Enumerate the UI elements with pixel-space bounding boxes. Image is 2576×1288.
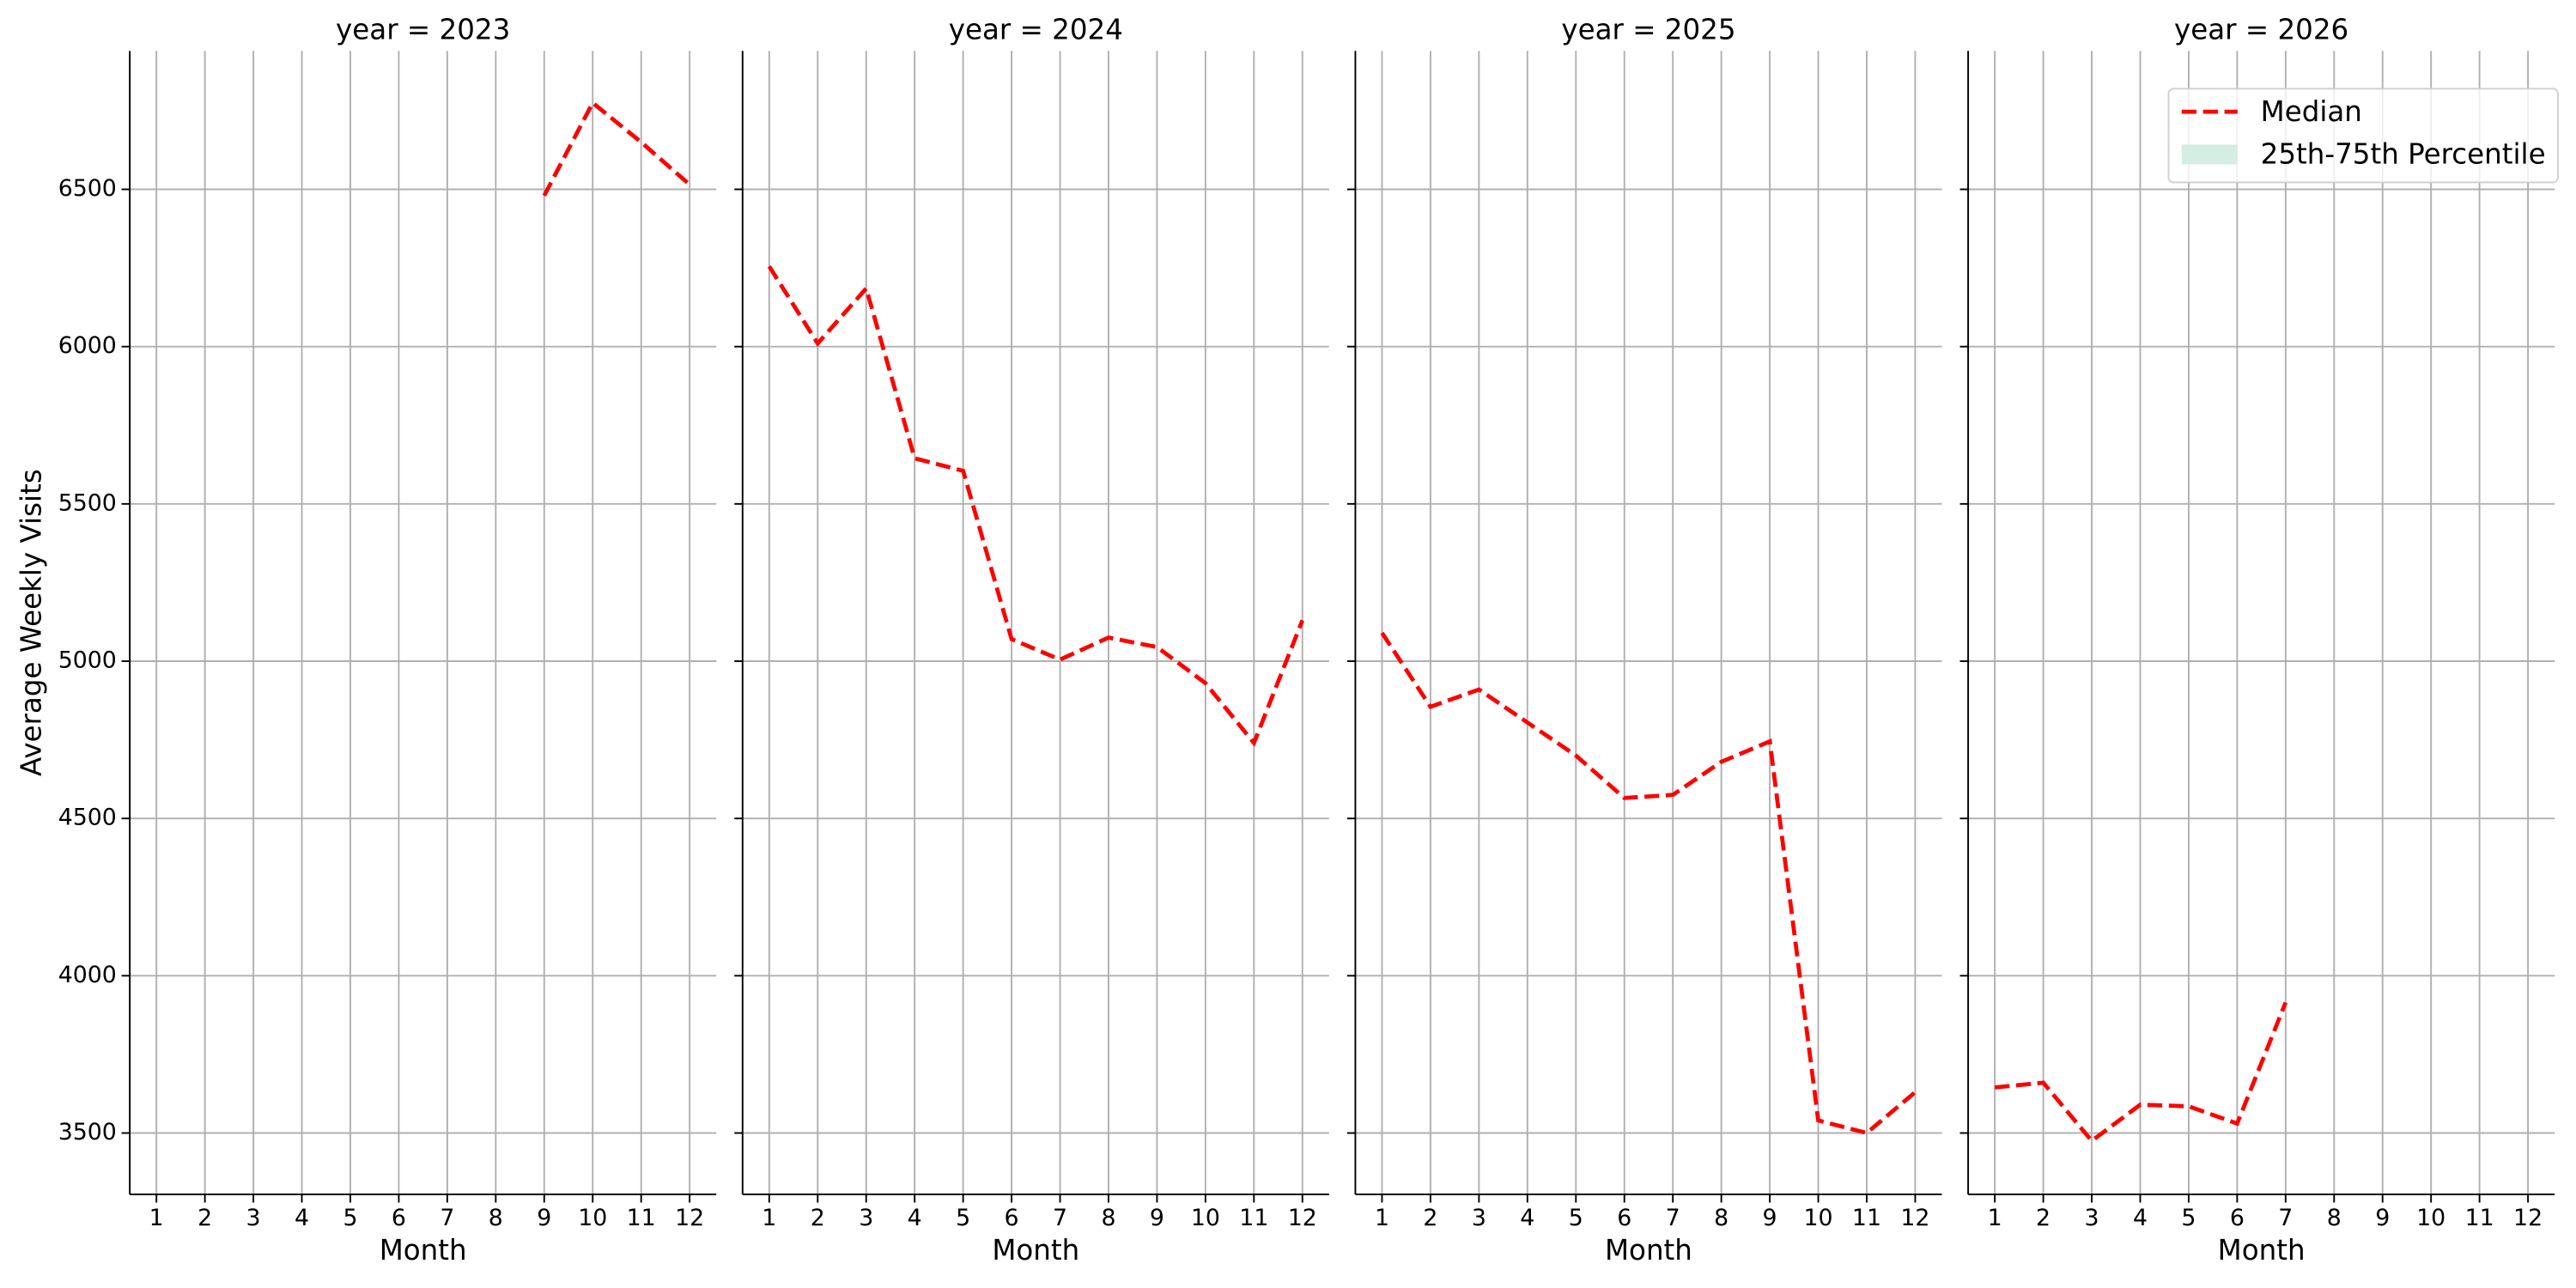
x-tick-label: 12 — [675, 1205, 704, 1231]
x-tick-label: 4 — [908, 1205, 922, 1231]
x-tick-label: 8 — [1714, 1205, 1728, 1231]
x-tick-label: 2 — [2036, 1205, 2050, 1231]
x-axis-label: Month — [380, 1234, 467, 1267]
x-tick-label: 9 — [1763, 1205, 1777, 1231]
x-tick-label: 5 — [956, 1205, 970, 1231]
x-tick-label: 11 — [627, 1205, 656, 1231]
x-tick-label: 6 — [1005, 1205, 1019, 1231]
y-tick-label: 3500 — [58, 1119, 117, 1145]
y-tick-label: 6500 — [58, 175, 117, 202]
x-tick-label: 4 — [1520, 1205, 1534, 1231]
legend: Median 25th-75th Percentile — [2167, 88, 2559, 184]
x-tick-label: 6 — [1617, 1205, 1631, 1231]
x-tick-label: 7 — [1053, 1205, 1067, 1231]
x-tick-label: 3 — [859, 1205, 873, 1231]
x-tick-label: 2 — [197, 1205, 212, 1231]
x-tick-label: 6 — [392, 1205, 406, 1231]
x-tick-label: 1 — [1988, 1205, 2002, 1231]
y-tick-label: 4500 — [58, 805, 117, 831]
legend-swatch — [2181, 144, 2238, 165]
x-tick-label: 5 — [2181, 1205, 2196, 1231]
x-tick-label: 8 — [1101, 1205, 1115, 1231]
x-tick-label: 11 — [2465, 1205, 2494, 1231]
x-tick-label: 12 — [1900, 1205, 1929, 1231]
x-tick-label: 6 — [2230, 1205, 2245, 1231]
x-tick-label: 8 — [2327, 1205, 2342, 1231]
x-tick-label: 10 — [2416, 1205, 2445, 1231]
y-tick-label: 6000 — [58, 332, 117, 359]
x-tick-label: 3 — [2085, 1205, 2099, 1231]
x-tick-label: 7 — [440, 1205, 454, 1231]
y-tick-label: 5000 — [58, 647, 117, 674]
x-axis-label: Month — [2218, 1234, 2306, 1267]
median-line — [1380, 631, 1917, 1136]
x-tick-label: 9 — [2375, 1205, 2390, 1231]
x-tick-label: 1 — [1375, 1205, 1389, 1231]
x-tick-label: 9 — [537, 1205, 551, 1231]
x-tick-label: 1 — [762, 1205, 776, 1231]
x-tick-label: 8 — [489, 1205, 503, 1231]
x-tick-label: 5 — [1569, 1205, 1583, 1231]
x-tick-label: 4 — [295, 1205, 309, 1231]
x-tick-label: 3 — [1472, 1205, 1486, 1231]
legend-frame — [2167, 88, 2559, 184]
x-tick-label: 10 — [1804, 1205, 1833, 1231]
x-axis-label: Month — [992, 1234, 1079, 1267]
x-tick-label: 12 — [2513, 1205, 2543, 1231]
x-tick-label: 2 — [811, 1205, 825, 1231]
median-line — [542, 100, 691, 197]
x-tick-label: 7 — [2278, 1205, 2293, 1231]
x-tick-label: 4 — [2133, 1205, 2148, 1231]
y-tick-label: 5500 — [58, 489, 117, 516]
x-tick-label: 9 — [1150, 1205, 1164, 1231]
median-line — [1994, 1001, 2288, 1144]
y-axis-label: Average Weekly Visits — [15, 469, 47, 776]
x-tick-label: 2 — [1423, 1205, 1437, 1231]
x-tick-label: 12 — [1288, 1205, 1317, 1231]
x-tick-label: 7 — [1666, 1205, 1680, 1231]
x-tick-label: 3 — [246, 1205, 261, 1231]
x-tick-label: 10 — [578, 1205, 607, 1231]
x-tick-label: 5 — [343, 1205, 357, 1231]
x-tick-label: 1 — [149, 1205, 164, 1231]
facet-title: year = 2023 — [336, 13, 510, 46]
median-line — [767, 264, 1305, 747]
legend-label: Median — [2261, 95, 2362, 128]
x-tick-label: 10 — [1191, 1205, 1220, 1231]
facet-title: year = 2024 — [949, 13, 1123, 46]
facet-title: year = 2026 — [2174, 13, 2348, 46]
x-axis-label: Month — [1605, 1234, 1692, 1267]
x-tick-label: 11 — [1852, 1205, 1881, 1231]
y-tick-label: 4000 — [58, 962, 117, 988]
legend-label: 25th-75th Percentile — [2261, 138, 2546, 171]
facet-title: year = 2025 — [1561, 13, 1735, 46]
x-tick-label: 11 — [1239, 1205, 1268, 1231]
